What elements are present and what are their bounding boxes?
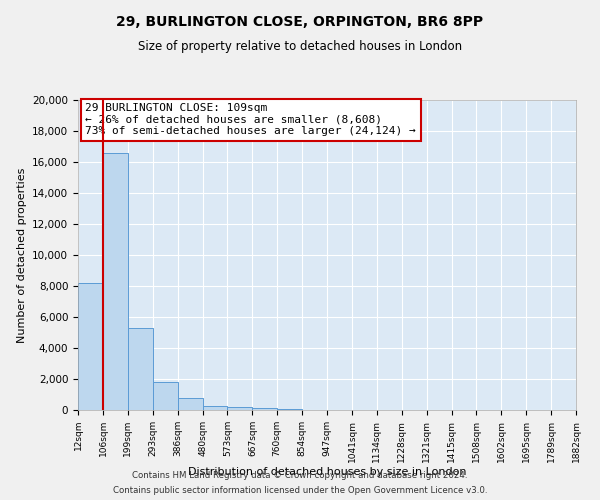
Text: Contains HM Land Registry data © Crown copyright and database right 2024.: Contains HM Land Registry data © Crown c… [132, 471, 468, 480]
Bar [178, 398, 203, 410]
Bar [153, 382, 178, 410]
Text: 29, BURLINGTON CLOSE, ORPINGTON, BR6 8PP: 29, BURLINGTON CLOSE, ORPINGTON, BR6 8PP [116, 15, 484, 29]
Bar [203, 406, 227, 410]
Bar [128, 328, 153, 410]
Bar [103, 152, 128, 410]
Text: 29 BURLINGTON CLOSE: 109sqm
← 26% of detached houses are smaller (8,608)
73% of : 29 BURLINGTON CLOSE: 109sqm ← 26% of det… [85, 103, 416, 136]
Bar [78, 283, 103, 410]
Bar [227, 408, 253, 410]
Text: Size of property relative to detached houses in London: Size of property relative to detached ho… [138, 40, 462, 53]
Y-axis label: Number of detached properties: Number of detached properties [17, 168, 26, 342]
Text: Contains public sector information licensed under the Open Government Licence v3: Contains public sector information licen… [113, 486, 487, 495]
Bar [253, 408, 277, 410]
X-axis label: Distribution of detached houses by size in London: Distribution of detached houses by size … [188, 468, 466, 477]
Bar [277, 409, 302, 410]
